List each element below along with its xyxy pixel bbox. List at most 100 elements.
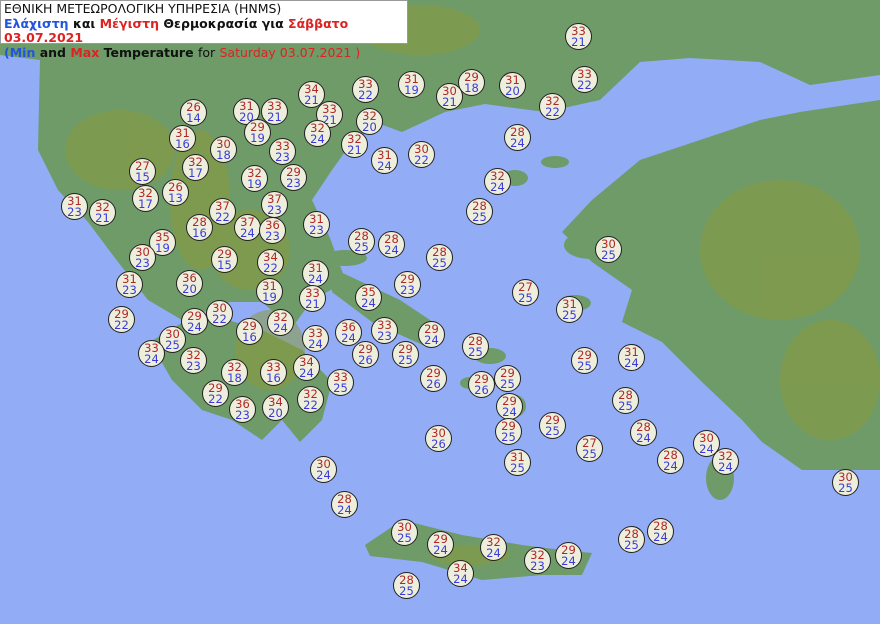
min-temp: 24 [663,459,678,473]
station-marker: 30 21 [436,83,463,110]
max-temp: 29 [561,543,576,557]
en-open-paren: ( [4,44,10,60]
max-temp: 36 [341,320,356,334]
station-marker: 33 21 [299,285,326,312]
station-marker: 26 14 [180,99,207,126]
station-marker: 29 15 [211,246,238,273]
en-for: for [197,44,216,60]
max-temp: 29 [500,366,515,380]
station-marker: 29 26 [468,371,495,398]
min-temp: 14 [186,111,201,125]
max-temp: 33 [266,360,281,374]
max-temp: 28 [337,492,352,506]
min-temp: 18 [464,81,479,95]
station-marker: 29 24 [427,531,454,558]
min-temp: 24 [310,132,325,146]
station-marker: 29 24 [418,321,445,348]
max-temp: 30 [212,301,227,315]
station-marker: 28 24 [331,491,358,518]
max-temp: 33 [308,326,323,340]
agency-name: ΕΘΝΙΚΗ ΜΕΤΕΩΡΟΛΟΓΙΚΗ ΥΠΗΡΕΣΙΑ (HNMS) [4,1,282,16]
min-temp: 15 [135,170,150,184]
station-marker: 31 19 [256,278,283,305]
max-temp: 28 [510,125,525,139]
station-marker: 36 23 [229,396,256,423]
station-marker: 33 21 [261,98,288,125]
max-temp: 34 [453,561,468,575]
greek-max-label: Μέγιστη [99,15,160,31]
min-temp: 20 [505,84,520,98]
station-marker: 34 24 [447,560,474,587]
station-marker: 28 25 [393,572,420,599]
station-marker: 28 25 [348,228,375,255]
max-temp: 28 [192,215,207,229]
station-marker: 30 25 [391,519,418,546]
max-temp: 32 [188,155,203,169]
max-temp: 30 [165,327,180,341]
greek-date: Σάββατο 03.07.2021 [4,15,349,45]
station-marker: 29 22 [108,306,135,333]
min-temp: 24 [384,243,399,257]
min-temp: 24 [144,352,159,366]
max-temp: 29 [187,309,202,323]
min-temp: 24 [308,272,323,286]
station-marker: 32 24 [480,534,507,561]
station-marker: 33 25 [327,369,354,396]
max-temp: 27 [518,280,533,294]
min-temp: 24 [299,366,314,380]
station-marker: 33 23 [371,317,398,344]
station-marker: 29 26 [352,341,379,368]
min-temp: 23 [235,408,250,422]
station-marker: 31 19 [398,71,425,98]
max-temp: 35 [155,230,170,244]
min-temp: 25 [397,531,412,545]
max-temp: 31 [308,261,323,275]
max-temp: 26 [186,100,201,114]
station-marker: 27 25 [576,435,603,462]
min-temp: 25 [432,256,447,270]
max-temp: 28 [472,199,487,213]
max-temp: 32 [273,310,288,324]
max-temp: 28 [653,519,668,533]
min-temp: 25 [354,240,369,254]
station-marker: 29 25 [495,418,522,445]
station-marker: 31 24 [302,260,329,287]
min-temp: 25 [838,481,853,495]
title-greek: Ελάχιστη και Μέγιστη Θερμοκρασία για Σάβ… [4,15,404,46]
max-temp: 28 [636,420,651,434]
station-marker: 28 24 [647,518,674,545]
max-temp: 30 [397,520,412,534]
min-temp: 25 [399,584,414,598]
station-marker: 28 25 [618,526,645,553]
station-marker: 29 16 [236,318,263,345]
station-marker: 29 25 [494,365,521,392]
min-temp: 21 [267,110,282,124]
station-marker: 33 21 [565,23,592,50]
en-temp: Temperature [103,44,194,60]
max-temp: 29 [286,165,301,179]
station-marker: 32 24 [484,168,511,195]
max-temp: 34 [263,250,278,264]
min-temp: 19 [250,131,265,145]
max-temp: 29 [242,319,257,333]
min-temp: 23 [265,229,280,243]
station-marker: 34 24 [293,354,320,381]
station-marker: 30 26 [425,425,452,452]
max-temp: 29 [501,419,516,433]
min-temp: 24 [502,405,517,419]
en-max-label: Max [70,44,100,60]
min-temp: 23 [286,176,301,190]
max-temp: 28 [663,448,678,462]
station-marker: 28 24 [630,419,657,446]
min-temp: 25 [510,461,525,475]
max-temp: 31 [309,212,324,226]
max-temp: 33 [571,24,586,38]
max-temp: 30 [316,457,331,471]
station-marker: 30 25 [595,236,622,263]
station-marker: 37 23 [261,191,288,218]
min-temp: 24 [424,333,439,347]
min-temp: 22 [358,88,373,102]
max-temp: 29 [433,532,448,546]
station-marker: 31 24 [618,344,645,371]
min-temp: 23 [400,283,415,297]
